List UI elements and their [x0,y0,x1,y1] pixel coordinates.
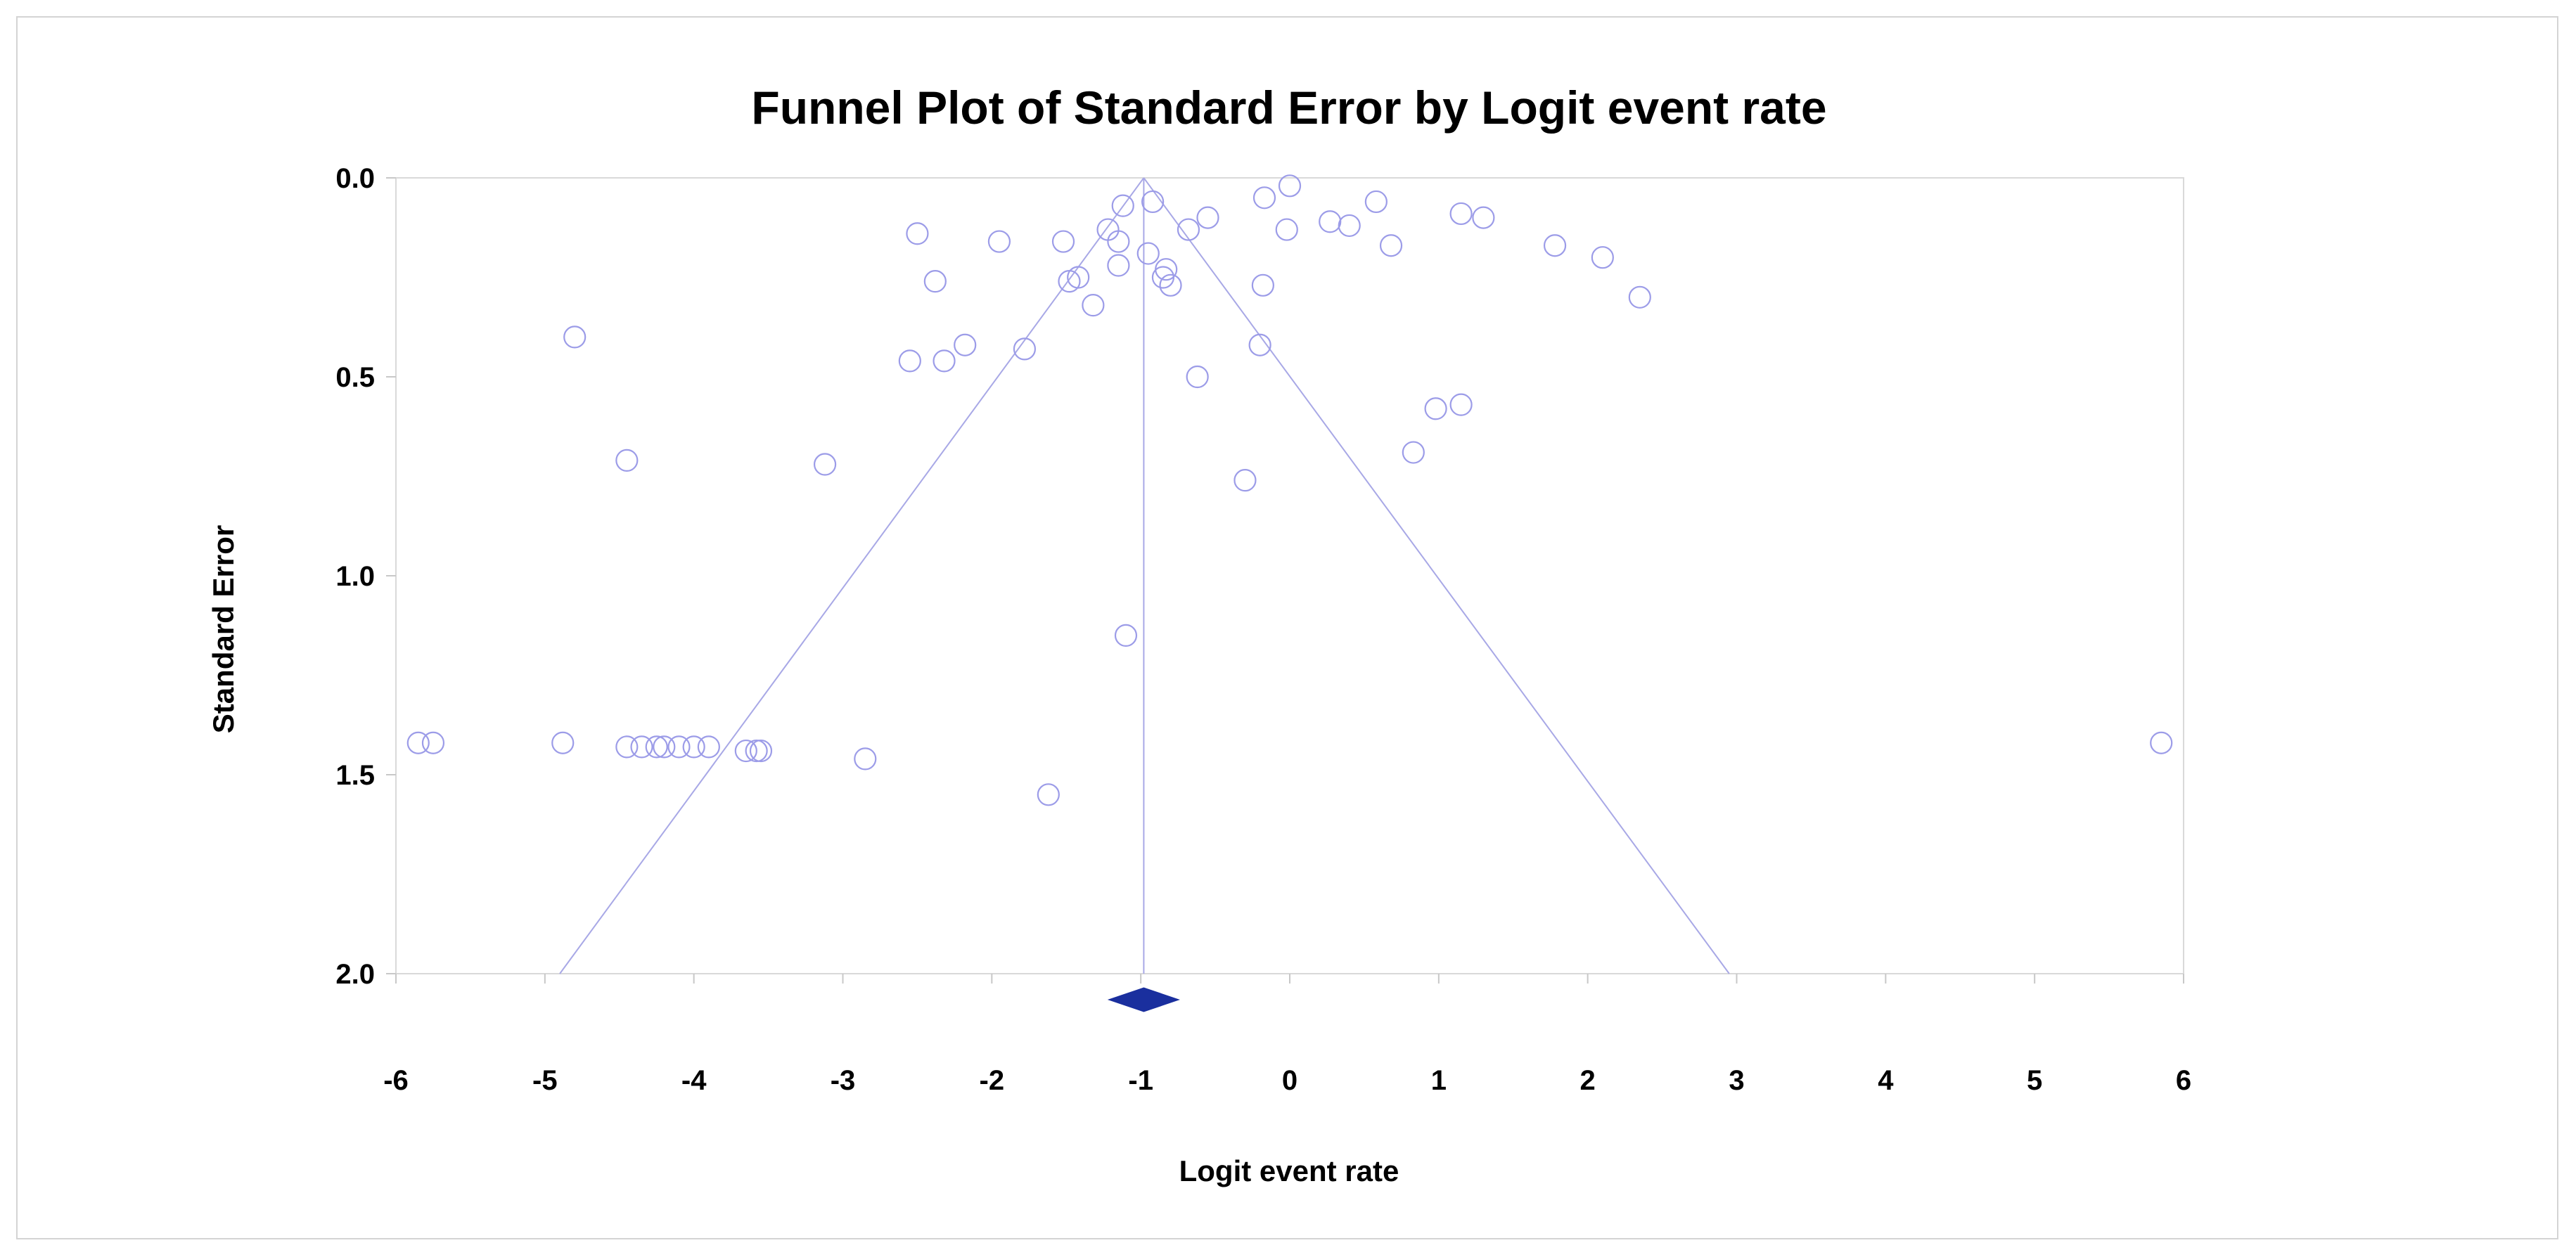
summary-estimate [1107,987,1180,1012]
study-point [697,735,720,759]
y-tick-label: 1.5 [335,760,375,791]
study-point [1233,469,1257,492]
study-point [745,739,768,763]
chart-title: Funnel Plot of Standard Error by Logit e… [751,82,1826,134]
study-point [923,270,947,293]
x-tick-label: -2 [980,1065,1005,1096]
study-point [1278,174,1302,198]
study-point [1449,202,1473,226]
study-point [1402,441,1425,464]
x-tick-label: -6 [383,1065,409,1096]
x-tick-label: 2 [1580,1065,1596,1096]
study-point [1136,242,1160,265]
study-point [1248,333,1271,356]
x-tick-label: 1 [1431,1065,1447,1096]
study-point [667,735,691,759]
study-point [1628,285,1651,309]
study-point [1111,194,1134,217]
study-point [898,349,921,373]
x-tick-label: -1 [1128,1065,1153,1096]
study-point [987,230,1011,253]
study-point [749,739,773,763]
study-point [1155,258,1178,281]
study-point [906,222,929,245]
y-tick-label: 0.0 [335,163,375,194]
study-point [1186,365,1209,389]
study-point [933,349,956,373]
study-point [682,735,705,759]
study-point [630,735,653,759]
study-point [1252,186,1276,210]
x-tick-label: 4 [1878,1065,1894,1096]
x-tick-label: 5 [2027,1065,2042,1096]
study-point [1037,783,1060,806]
funnel-right-line [1143,177,1730,974]
study-point [1013,337,1037,361]
study-point [1543,234,1567,257]
study-point [615,735,639,759]
study-point [1096,218,1120,241]
study-point [1082,294,1105,317]
study-point [1196,206,1219,229]
study-point [653,735,676,759]
y-tick-label: 2.0 [335,959,375,990]
study-point [645,735,668,759]
study-point [1338,214,1361,238]
study-point [1449,393,1473,416]
x-tick-label: 0 [1282,1065,1297,1096]
x-tick-label: 6 [2176,1065,2191,1096]
y-tick-label: 0.5 [335,362,375,393]
y-axis: 0.0 0.5 1.0 1.5 2.0 [335,163,396,990]
x-tick-label: 3 [1729,1065,1744,1096]
study-point [551,731,575,754]
study-point [813,453,837,476]
study-point [1275,218,1298,241]
study-point [406,731,430,754]
summary-diamond [1107,987,1180,1012]
plot-area [395,177,2184,974]
study-point [615,449,639,472]
study-point [1141,190,1165,214]
x-tick-label: -5 [532,1065,558,1096]
study-point [1177,218,1200,241]
x-axis-title: Logit event rate [1179,1154,1399,1187]
y-axis-title: Standard Error [207,525,240,733]
y-tick-label: 1.0 [335,561,375,592]
study-point [421,731,445,754]
study-point [1364,190,1388,214]
funnel-lines [559,177,1730,974]
study-point [1319,210,1342,233]
study-point [1159,273,1182,297]
study-point [854,747,877,771]
study-point [563,325,587,349]
study-point [1379,234,1403,257]
study-points [406,174,2173,806]
study-point [1424,397,1447,420]
study-point [1251,273,1274,297]
study-point [1067,266,1090,289]
x-axis: -6 -5 -4 -3 -2 -1 0 1 2 3 4 5 6 [383,974,2191,1096]
study-point [1107,230,1130,253]
chart-frame [16,16,2558,1239]
funnel-left-line [559,177,1145,974]
study-point [1051,230,1075,253]
study-point [1107,254,1130,277]
study-point [1114,624,1138,647]
study-point [1472,206,1495,229]
study-point [1591,246,1614,269]
study-point [2150,731,2173,754]
study-point [734,739,757,763]
x-tick-label: -3 [831,1065,856,1096]
x-tick-label: -4 [681,1065,707,1096]
study-point [954,333,977,356]
